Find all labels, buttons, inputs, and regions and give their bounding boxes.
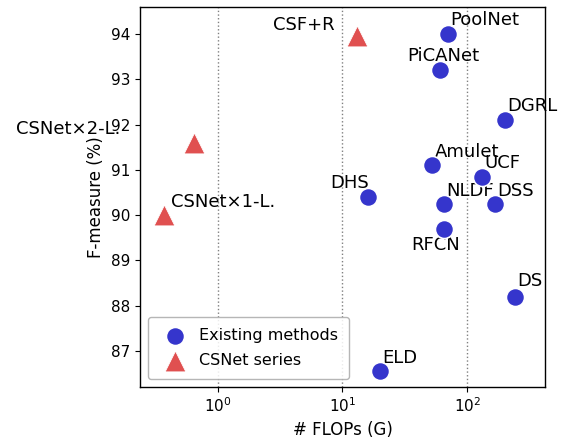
Text: CSF+R: CSF+R [274,16,335,34]
Existing methods [501,116,510,124]
Text: ELD: ELD [383,349,418,367]
Existing methods [477,173,486,180]
Y-axis label: F-measure (%): F-measure (%) [87,136,105,258]
CSNet series [352,33,361,40]
Text: DSS: DSS [497,182,534,200]
Text: UCF: UCF [484,154,520,172]
Text: Amulet: Amulet [434,143,499,161]
Text: DGRL: DGRL [507,97,558,115]
Existing methods [439,200,448,207]
Text: DS: DS [518,272,543,290]
Text: PoolNet: PoolNet [451,11,520,29]
Existing methods [510,293,519,300]
Text: CSNet×2-L.: CSNet×2-L. [16,120,121,138]
CSNet series [159,211,168,219]
X-axis label: # FLOPs (G): # FLOPs (G) [293,421,392,439]
Existing methods [375,368,384,375]
Existing methods [364,194,373,201]
CSNet series [190,139,199,146]
Text: DHS: DHS [330,173,369,192]
Existing methods [439,225,448,232]
Existing methods [490,200,499,207]
Text: NLDF: NLDF [447,182,495,200]
Existing methods [435,67,444,74]
Text: CSNet×1-L.: CSNet×1-L. [171,193,275,211]
Text: PiCANet: PiCANet [407,47,479,65]
Legend: Existing methods, CSNet series: Existing methods, CSNet series [148,317,350,379]
Existing methods [443,30,452,37]
Existing methods [428,162,437,169]
Text: RFCN: RFCN [411,235,460,254]
